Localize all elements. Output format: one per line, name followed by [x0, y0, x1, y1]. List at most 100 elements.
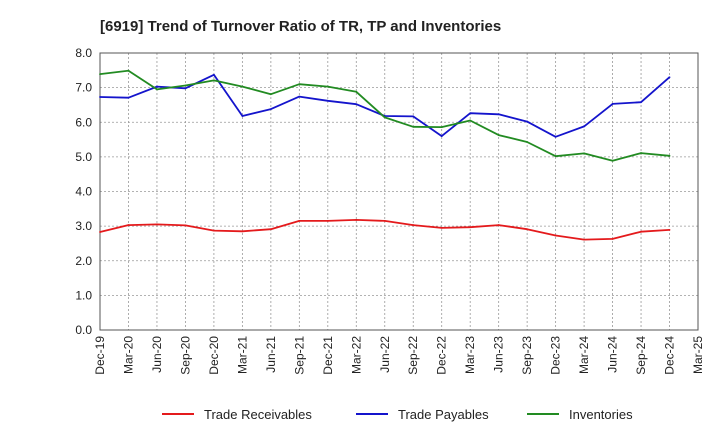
y-tick-label: 7.0: [75, 81, 92, 95]
data-point: [440, 226, 443, 229]
data-point: [497, 113, 500, 116]
y-axis-tick-labels: 0.0 1.0 2.0 3.0 4.0 5.0 6.0 7.0 8.0: [75, 46, 92, 337]
data-point: [554, 135, 557, 138]
data-point: [241, 230, 244, 233]
data-point: [611, 102, 614, 105]
data-point: [412, 115, 415, 118]
data-point: [526, 228, 529, 231]
x-tick-label: Mar-20: [121, 336, 135, 374]
data-point: [326, 99, 329, 102]
data-point: [184, 84, 187, 87]
data-point: [611, 238, 614, 240]
y-tick-label: 0.0: [75, 323, 92, 337]
data-point: [355, 90, 358, 93]
data-point: [526, 141, 529, 143]
data-point: [383, 220, 386, 222]
data-point: [156, 223, 158, 226]
chart-title: [6919] Trend of Turnover Ratio of TR, TP…: [100, 18, 501, 35]
legend-label: Trade Payables: [398, 407, 489, 422]
data-point: [326, 220, 329, 222]
x-tick-label: Jun-23: [492, 336, 506, 373]
legend: Trade Receivables Trade Payables Inventori…: [162, 407, 633, 422]
data-point: [127, 224, 130, 226]
data-point: [99, 96, 101, 98]
x-tick-label: Mar-21: [235, 336, 249, 374]
data-point: [668, 229, 671, 231]
data-point: [526, 120, 529, 123]
data-point: [213, 229, 215, 232]
data-point: [583, 125, 585, 128]
legend-label: Inventories: [569, 407, 633, 422]
data-point: [640, 230, 642, 233]
data-point: [213, 73, 215, 76]
x-tick-label: Mar-22: [349, 336, 363, 374]
data-point: [99, 73, 101, 76]
data-point: [127, 96, 130, 99]
data-point: [412, 224, 415, 226]
data-point: [583, 238, 585, 241]
legend-label: Trade Receivables: [204, 407, 312, 422]
x-tick-label: Jun-21: [264, 336, 278, 373]
data-point: [640, 152, 642, 154]
data-point: [412, 125, 415, 128]
data-point: [640, 101, 642, 104]
x-tick-label: Dec-20: [207, 336, 221, 375]
x-tick-label: Jun-24: [606, 336, 620, 373]
data-point: [440, 135, 443, 138]
data-point: [298, 95, 301, 98]
series-lines: [99, 69, 671, 241]
y-tick-label: 6.0: [75, 115, 92, 129]
data-point: [269, 93, 272, 96]
data-point: [127, 69, 130, 72]
data-point: [440, 126, 443, 128]
data-point: [99, 231, 101, 233]
data-point: [326, 85, 329, 88]
data-point: [298, 220, 301, 222]
data-point: [241, 85, 244, 88]
data-point: [554, 155, 557, 158]
data-point: [269, 108, 272, 110]
x-tick-label: Sep-23: [520, 336, 534, 375]
data-point: [469, 112, 472, 115]
data-point: [668, 154, 671, 157]
data-point: [156, 88, 158, 91]
data-point: [355, 218, 358, 221]
x-tick-label: Mar-25: [691, 336, 705, 374]
data-point: [497, 134, 500, 136]
y-tick-label: 8.0: [75, 46, 92, 60]
data-point: [497, 224, 500, 226]
x-tick-label: Mar-23: [463, 336, 477, 374]
y-tick-label: 3.0: [75, 219, 92, 233]
data-point: [241, 115, 244, 117]
y-tick-label: 1.0: [75, 288, 92, 302]
data-point: [269, 228, 272, 231]
x-tick-label: Jun-22: [378, 336, 392, 373]
data-point: [213, 79, 215, 82]
data-point: [583, 152, 585, 155]
x-tick-label: Dec-22: [435, 336, 449, 375]
x-tick-label: Sep-20: [178, 336, 192, 375]
data-point: [611, 159, 614, 162]
y-tick-label: 2.0: [75, 254, 92, 268]
axes: [99, 52, 699, 331]
data-point: [184, 224, 187, 227]
plot-frame: [99, 52, 699, 331]
y-tick-label: 5.0: [75, 150, 92, 164]
grid-lines: [100, 53, 698, 330]
data-point: [383, 116, 386, 119]
data-point: [355, 103, 358, 106]
data-point: [554, 234, 557, 237]
x-tick-label: Dec-21: [321, 336, 335, 375]
x-axis-tick-labels: Dec-19 Mar-20 Jun-20 Sep-20 Dec-20 Mar-21 Jun-…: [93, 336, 705, 375]
x-tick-label: Dec-19: [93, 336, 107, 375]
data-point: [668, 76, 671, 79]
x-tick-label: Sep-21: [292, 336, 306, 375]
data-point: [298, 83, 301, 86]
data-point: [469, 119, 472, 122]
data-point: [156, 85, 158, 88]
x-tick-label: Dec-24: [663, 336, 677, 375]
x-tick-label: Sep-24: [634, 336, 648, 375]
x-tick-label: Mar-24: [577, 336, 591, 374]
data-point: [184, 87, 187, 90]
